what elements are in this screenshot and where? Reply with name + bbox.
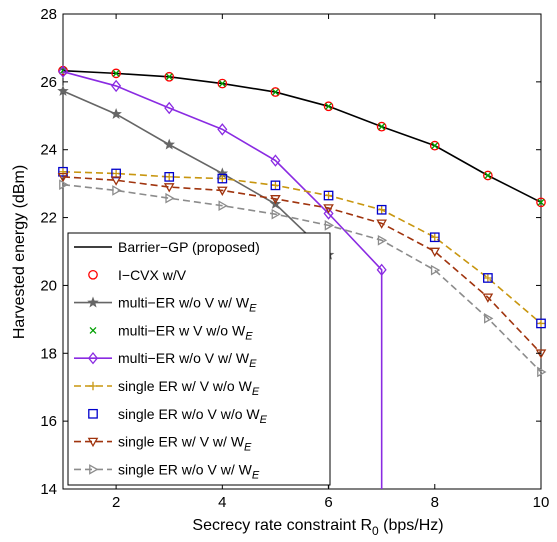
y-axis-label: Harvested energy (dBm) — [11, 165, 28, 339]
y-tick-label: 20 — [40, 277, 57, 294]
x-tick-label: 10 — [533, 494, 550, 511]
legend: Barrier−GP (proposed) I−CVX w/V multi−ER w… — [68, 233, 330, 485]
y-tick-label: 24 — [40, 142, 57, 159]
y-tick-label: 16 — [40, 413, 57, 430]
y-tick-label: 18 — [40, 345, 57, 362]
x-tick-label: 8 — [431, 494, 439, 511]
legend-label: I−CVX w/V — [118, 267, 187, 283]
y-tick-label: 28 — [40, 6, 57, 23]
x-axis-label: Secrecy rate constraint R0 (bps/Hz) — [192, 517, 443, 538]
legend-label: Barrier−GP (proposed) — [118, 239, 260, 255]
x-tick-label: 2 — [112, 494, 120, 511]
x-tick-label: 6 — [324, 494, 332, 511]
x-tick-label: 4 — [218, 494, 226, 511]
y-tick-label: 22 — [40, 210, 57, 227]
y-tick-label: 14 — [40, 481, 57, 498]
y-tick-label: 26 — [40, 74, 57, 91]
